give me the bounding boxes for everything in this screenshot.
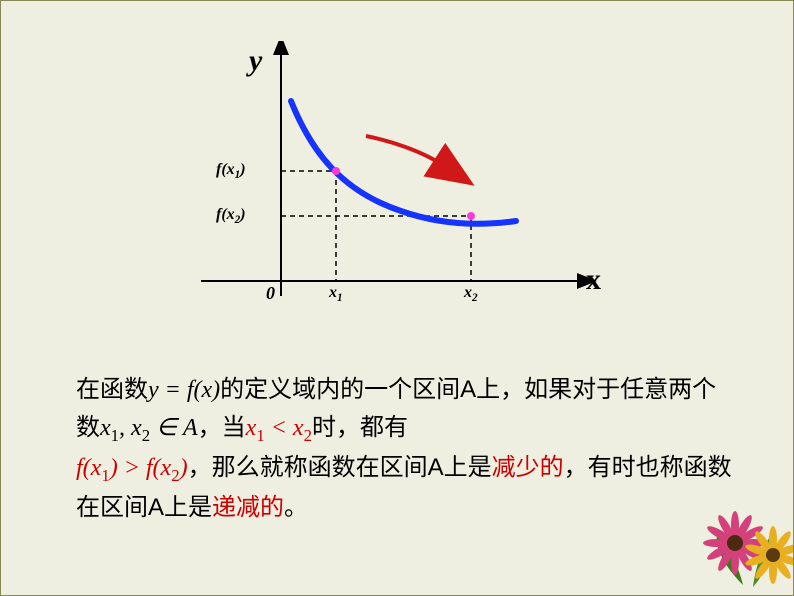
fx1-label: f(x1) bbox=[216, 161, 246, 181]
math-x1x2-in-A: x1, x2 ∈ A bbox=[100, 415, 198, 441]
origin-label: 0 bbox=[266, 283, 275, 304]
flower-svg bbox=[673, 495, 793, 595]
math-fx: y = f(x) bbox=[148, 377, 220, 403]
point-x2 bbox=[467, 212, 475, 220]
text-part-3: ，当 bbox=[198, 414, 246, 441]
x-axis-label: x bbox=[586, 263, 601, 297]
decreasing-function-chart: y x 0 f(x1) f(x2) x1 x2 bbox=[181, 41, 601, 341]
math-cond: x1 < x2 bbox=[246, 415, 312, 441]
point-x1 bbox=[332, 167, 340, 175]
y-axis-label: y bbox=[249, 44, 262, 78]
definition-paragraph: 在函数y = f(x)的定义域内的一个区间A上，如果对于任意两个数x1, x2 … bbox=[76, 371, 736, 526]
text-part-1: 在函数 bbox=[76, 376, 148, 403]
red-term-1: 减少的 bbox=[492, 454, 564, 481]
function-curve bbox=[291, 101, 516, 224]
x1-tick-label: x1 bbox=[329, 284, 343, 304]
x2-tick-label: x2 bbox=[464, 284, 478, 304]
red-term-2: 递减的 bbox=[212, 494, 284, 521]
direction-arrow bbox=[366, 136, 441, 164]
math-result: f(x1) > f(x2) bbox=[76, 455, 188, 481]
text-part-7: 。 bbox=[284, 494, 308, 521]
text-part-5: ，那么就称函数在区间A上是 bbox=[188, 454, 492, 481]
fx2-label: f(x2) bbox=[216, 206, 246, 226]
chart-svg bbox=[181, 41, 601, 341]
text-part-4: 时，都有 bbox=[312, 414, 408, 441]
flower-decoration bbox=[673, 495, 793, 595]
